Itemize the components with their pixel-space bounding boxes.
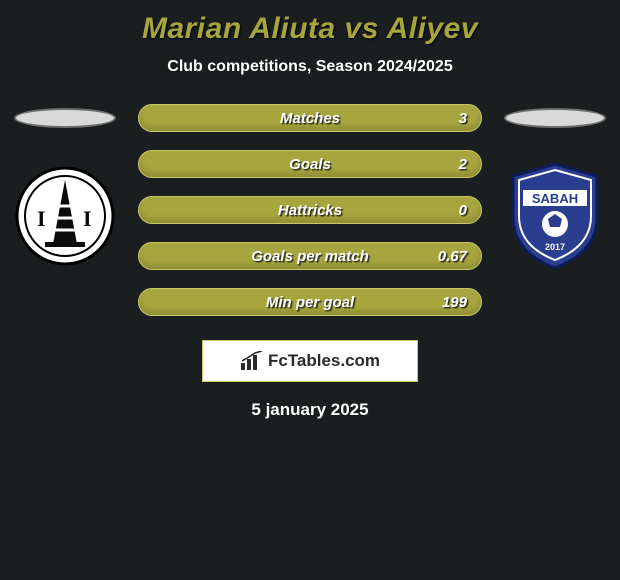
stat-value: 3: [459, 110, 467, 127]
stat-label: Hattricks: [278, 202, 342, 219]
left-player-col: I I: [10, 104, 120, 271]
left-player-placeholder: [14, 108, 116, 128]
svg-text:2017: 2017: [545, 242, 565, 252]
right-player-col: SABAH 2017: [500, 104, 610, 277]
svg-text:SABAH: SABAH: [532, 191, 578, 206]
stats-column: Matches 3 Goals 2 Hattricks 0 Goals per …: [138, 104, 482, 316]
stat-pill-gpm: Goals per match 0.67: [138, 242, 482, 270]
chart-icon: [240, 351, 264, 371]
right-player-placeholder: [504, 108, 606, 128]
sabah-badge-icon: SABAH 2017: [505, 160, 605, 272]
neftchi-badge-icon: I I: [15, 166, 115, 266]
left-club-badge: I I: [15, 166, 115, 271]
date-text: 5 january 2025: [251, 400, 368, 420]
subtitle: Club competitions, Season 2024/2025: [167, 58, 452, 76]
svg-text:I: I: [83, 206, 92, 231]
right-club-badge: SABAH 2017: [505, 160, 605, 277]
stat-value: 2: [459, 156, 467, 173]
stat-label: Goals: [289, 156, 331, 173]
stat-pill-hattricks: Hattricks 0: [138, 196, 482, 224]
stat-value: 199: [442, 294, 467, 311]
stat-pill-mpg: Min per goal 199: [138, 288, 482, 316]
stat-label: Matches: [280, 110, 340, 127]
svg-text:I: I: [37, 206, 46, 231]
watermark-text: FcTables.com: [268, 351, 380, 371]
stat-pill-goals: Goals 2: [138, 150, 482, 178]
stat-value: 0.67: [438, 248, 467, 265]
page-title: Marian Aliuta vs Aliyev: [142, 12, 478, 46]
stat-value: 0: [459, 202, 467, 219]
stat-pill-matches: Matches 3: [138, 104, 482, 132]
stat-label: Goals per match: [251, 248, 369, 265]
stat-label: Min per goal: [266, 294, 354, 311]
comparison-row: I I Matches 3 Goals 2 Hattricks 0 Goals …: [0, 104, 620, 316]
watermark-box: FcTables.com: [202, 340, 418, 382]
